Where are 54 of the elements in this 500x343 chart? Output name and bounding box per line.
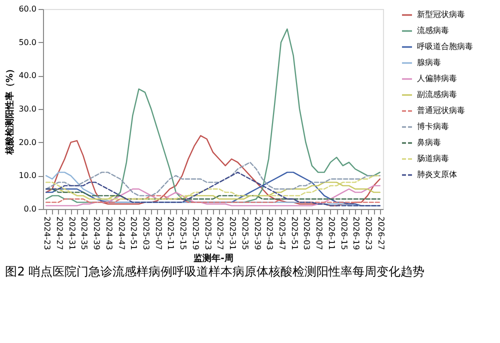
- x-tick-label: 2024-43: [104, 216, 114, 250]
- x-tick-label: 2025-03: [142, 216, 150, 250]
- legend-label: 流感病毒: [417, 26, 449, 35]
- y-tick-label: 0.0: [24, 204, 36, 214]
- x-tick-label: 2026-15: [339, 216, 348, 250]
- legend-label: 呼吸道合胞病毒: [417, 42, 473, 51]
- line-series: [45, 135, 381, 206]
- legend-label: 博卡病毒: [417, 122, 449, 131]
- legend-label: 新型冠状病毒: [417, 10, 465, 19]
- x-tick-label: 2024-35: [80, 216, 89, 250]
- legend-label: 肺炎支原体: [417, 170, 457, 179]
- x-tick-label: 2025-31: [228, 216, 238, 250]
- y-tick-label: 40.0: [18, 71, 36, 80]
- x-tick-label: 2025-39: [252, 216, 262, 250]
- y-tick-label: 30.0: [18, 104, 36, 114]
- text: 图2 哨点医院门急诊流感样病例呼吸道样本病原体核酸检测阳性率每周变化趋势: [5, 264, 425, 278]
- line-series: [45, 172, 381, 206]
- legend-label: 腺病毒: [417, 58, 441, 67]
- y-tick-label: 10.0: [18, 171, 36, 180]
- legend-label: 鼻病毒: [417, 138, 441, 147]
- x-tick-label: 2026-11: [326, 216, 336, 250]
- legend-label: 人偏肺病毒: [417, 74, 457, 83]
- x-tick-label: 2025-43: [265, 216, 274, 250]
- x-tick-label: 2026-07: [314, 216, 324, 250]
- x-tick-label: 2026-19: [352, 216, 361, 250]
- y-axis-title: 核酸检测阳性率（%）: [4, 64, 16, 156]
- x-tick-label: 2025-35: [240, 216, 250, 250]
- x-tick-label: 2024-31: [67, 216, 76, 250]
- y-tick-label: 50.0: [18, 38, 36, 47]
- x-tick-label: 2025-51: [290, 216, 299, 250]
- x-tick-label: 2024-27: [54, 216, 64, 250]
- line-series: [45, 185, 381, 206]
- x-tick-label: 2026-23: [364, 216, 374, 250]
- x-tick-label: 2025-07: [154, 216, 163, 250]
- x-tick-label: 2025-27: [216, 216, 225, 250]
- legend-label: 副流感病毒: [417, 90, 457, 99]
- x-tick-label: 2024-47: [116, 216, 126, 250]
- x-tick-label: 2025-23: [203, 216, 212, 250]
- x-tick-label: 2025-19: [190, 216, 200, 250]
- x-tick-label: 2024-51: [129, 216, 138, 250]
- x-tick-label: 2024-39: [92, 216, 102, 250]
- x-axis-title: 监测年-周: [194, 252, 234, 264]
- x-tick-label: 2025-47: [278, 216, 286, 250]
- x-tick-label: 2026-03: [302, 216, 312, 250]
- y-tick-label: 60.0: [18, 4, 36, 14]
- line-series: [45, 175, 381, 200]
- x-tick-label: 2025-11: [166, 216, 176, 250]
- line-series: [45, 162, 381, 196]
- x-tick-label: 2024-23: [42, 216, 52, 250]
- y-tick-label: 20.0: [18, 138, 36, 147]
- legend-label: 普通冠状病毒: [417, 106, 465, 115]
- x-tick-label: 2026-27: [376, 216, 386, 250]
- legend-label: 肠道病毒: [417, 154, 449, 163]
- x-tick-label: 2025-15: [178, 216, 188, 250]
